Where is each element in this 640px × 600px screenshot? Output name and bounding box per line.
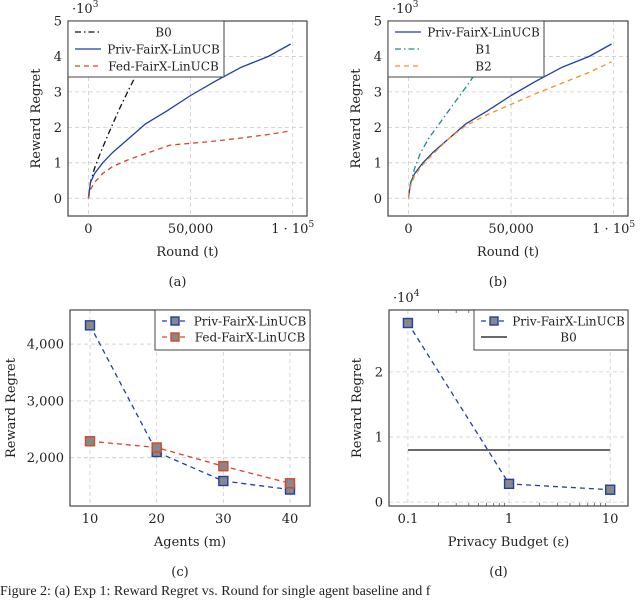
legend-label: B0 [560,331,576,345]
x-axis-label: Privacy Budget (ε) [448,535,569,550]
chart-c: 10 20 30 40 2,000 3,000 4,000 Agents (m) Reward … [4,309,311,580]
y-tick-label: 0 [54,192,62,207]
data-point-marker [402,317,414,329]
legend-label: Fed-FairX-LinUCB [195,331,306,345]
legend-box [473,309,629,351]
series-line-fed-fairx-linucb [87,130,291,199]
legend-label: Priv-FairX-LinUCB [512,315,625,329]
y-tick-label: 3 [374,85,382,100]
y-multiplier: ·103 [392,0,419,17]
y-tick-label: 0 [374,192,382,207]
data-point-marker [151,442,162,453]
x-tick-label: 40 [282,512,299,527]
y-tick-label: 5 [54,15,62,30]
y-axis-label: Reward Regret [4,357,19,458]
y-tick-label: 3 [54,85,62,100]
chart-b: 0 50,000 1 · 105 0 1 2 3 4 5 ·103 Round (t) Reward … [349,0,635,290]
x-tick-label: 20 [148,512,165,527]
series-line-b1 [407,68,479,199]
series-line-priv-fairx-linucb [407,43,612,199]
data-point-marker [84,436,96,447]
legend-label: Priv-FairX-LinUCB [194,315,307,329]
y-tick-label: 1 [54,156,62,171]
legend: Priv-FairX-LinUCB B0 [473,309,629,351]
y-tick-label: 0 [375,496,383,511]
y-tick-label: 5 [374,15,382,30]
chart-a: 0 50,000 1 · 105 0 1 2 3 4 5 ·103 Round (t) Reward … [29,0,314,290]
legend-label: B1 [475,43,491,57]
y-axis-label: Reward Regret [29,68,44,169]
x-tick-label: 50,000 [488,222,534,237]
y-tick-label: 2,000 [27,451,64,466]
x-tick-label: 10 [82,512,99,527]
legend-label: Priv-FairX-LinUCB [107,43,220,57]
data-point-marker [218,461,229,472]
subfigure-label: (d) [489,565,507,580]
legend: Priv-FairX-LinUCB Fed-FairX-LinUCB [154,309,311,351]
y-multiplier: ·104 [393,289,420,306]
y-tick-label: 2 [374,121,382,136]
figure-caption: Figure 2: (a) Exp 1: Reward Regret vs. R… [0,584,431,599]
x-tick-label: 1 [505,512,513,527]
x-tick-label: 10 [602,512,619,527]
data-point-marker [503,478,515,490]
data-point-marker [284,478,296,489]
y-tick-label: 2 [375,365,383,380]
series-line-b2 [407,61,612,199]
y-tick-label: 3,000 [27,394,64,409]
x-tick-label: 0.1 [398,512,419,527]
legend-label: B2 [475,60,491,74]
x-axis-label: Round (t) [156,245,218,260]
y-multiplier: ·103 [72,0,99,17]
x-tick-label: 1 · 105 [271,220,314,237]
legend-label: Priv-FairX-LinUCB [427,26,540,40]
data-point-marker [218,475,229,487]
subfigure-label: (a) [169,275,187,290]
y-tick-label: 1 [375,430,383,445]
y-tick-label: 4 [54,50,62,65]
series-line-b0 [87,49,151,199]
y-tick-label: 2 [54,121,62,136]
legend-box [67,20,225,78]
x-tick-label: 30 [215,512,232,527]
series-line-priv-fairx-linucb [87,43,292,199]
legend: B0 Priv-FairX-LinUCB Fed-FairX-LinUCB [67,20,225,78]
x-axis-label: Agents (m) [153,535,226,550]
legend-marker [489,316,499,326]
y-tick-label: 4 [374,50,382,65]
y-tick-label: 4,000 [27,338,64,353]
data-point-marker [604,484,616,495]
data-point-marker [84,320,96,331]
legend-box [154,309,311,351]
legend-label: B0 [155,26,171,40]
legend-label: Fed-FairX-LinUCB [108,60,219,74]
x-tick-label: 0 [404,222,412,237]
series-line-fed-fairx-linucb [89,440,291,484]
subfigure-label: (c) [171,565,188,580]
x-tick-label: 0 [84,222,92,237]
y-axis-label: Reward Regret [350,357,365,458]
legend-marker [170,316,180,326]
chart-d: 0.1 1 10 0 1 2 ·104 Privacy Budget (ε) Reward Re… [350,289,629,580]
x-axis-label: Round (t) [477,245,539,260]
subfigure-label: (b) [489,275,507,290]
y-axis-label: Reward Regret [349,68,364,169]
legend: Priv-FairX-LinUCB B1 B2 [387,20,545,78]
x-tick-label: 50,000 [168,222,214,237]
y-tick-label: 1 [374,156,382,171]
legend-marker [170,332,180,342]
x-tick-label: 1 · 105 [592,220,635,237]
